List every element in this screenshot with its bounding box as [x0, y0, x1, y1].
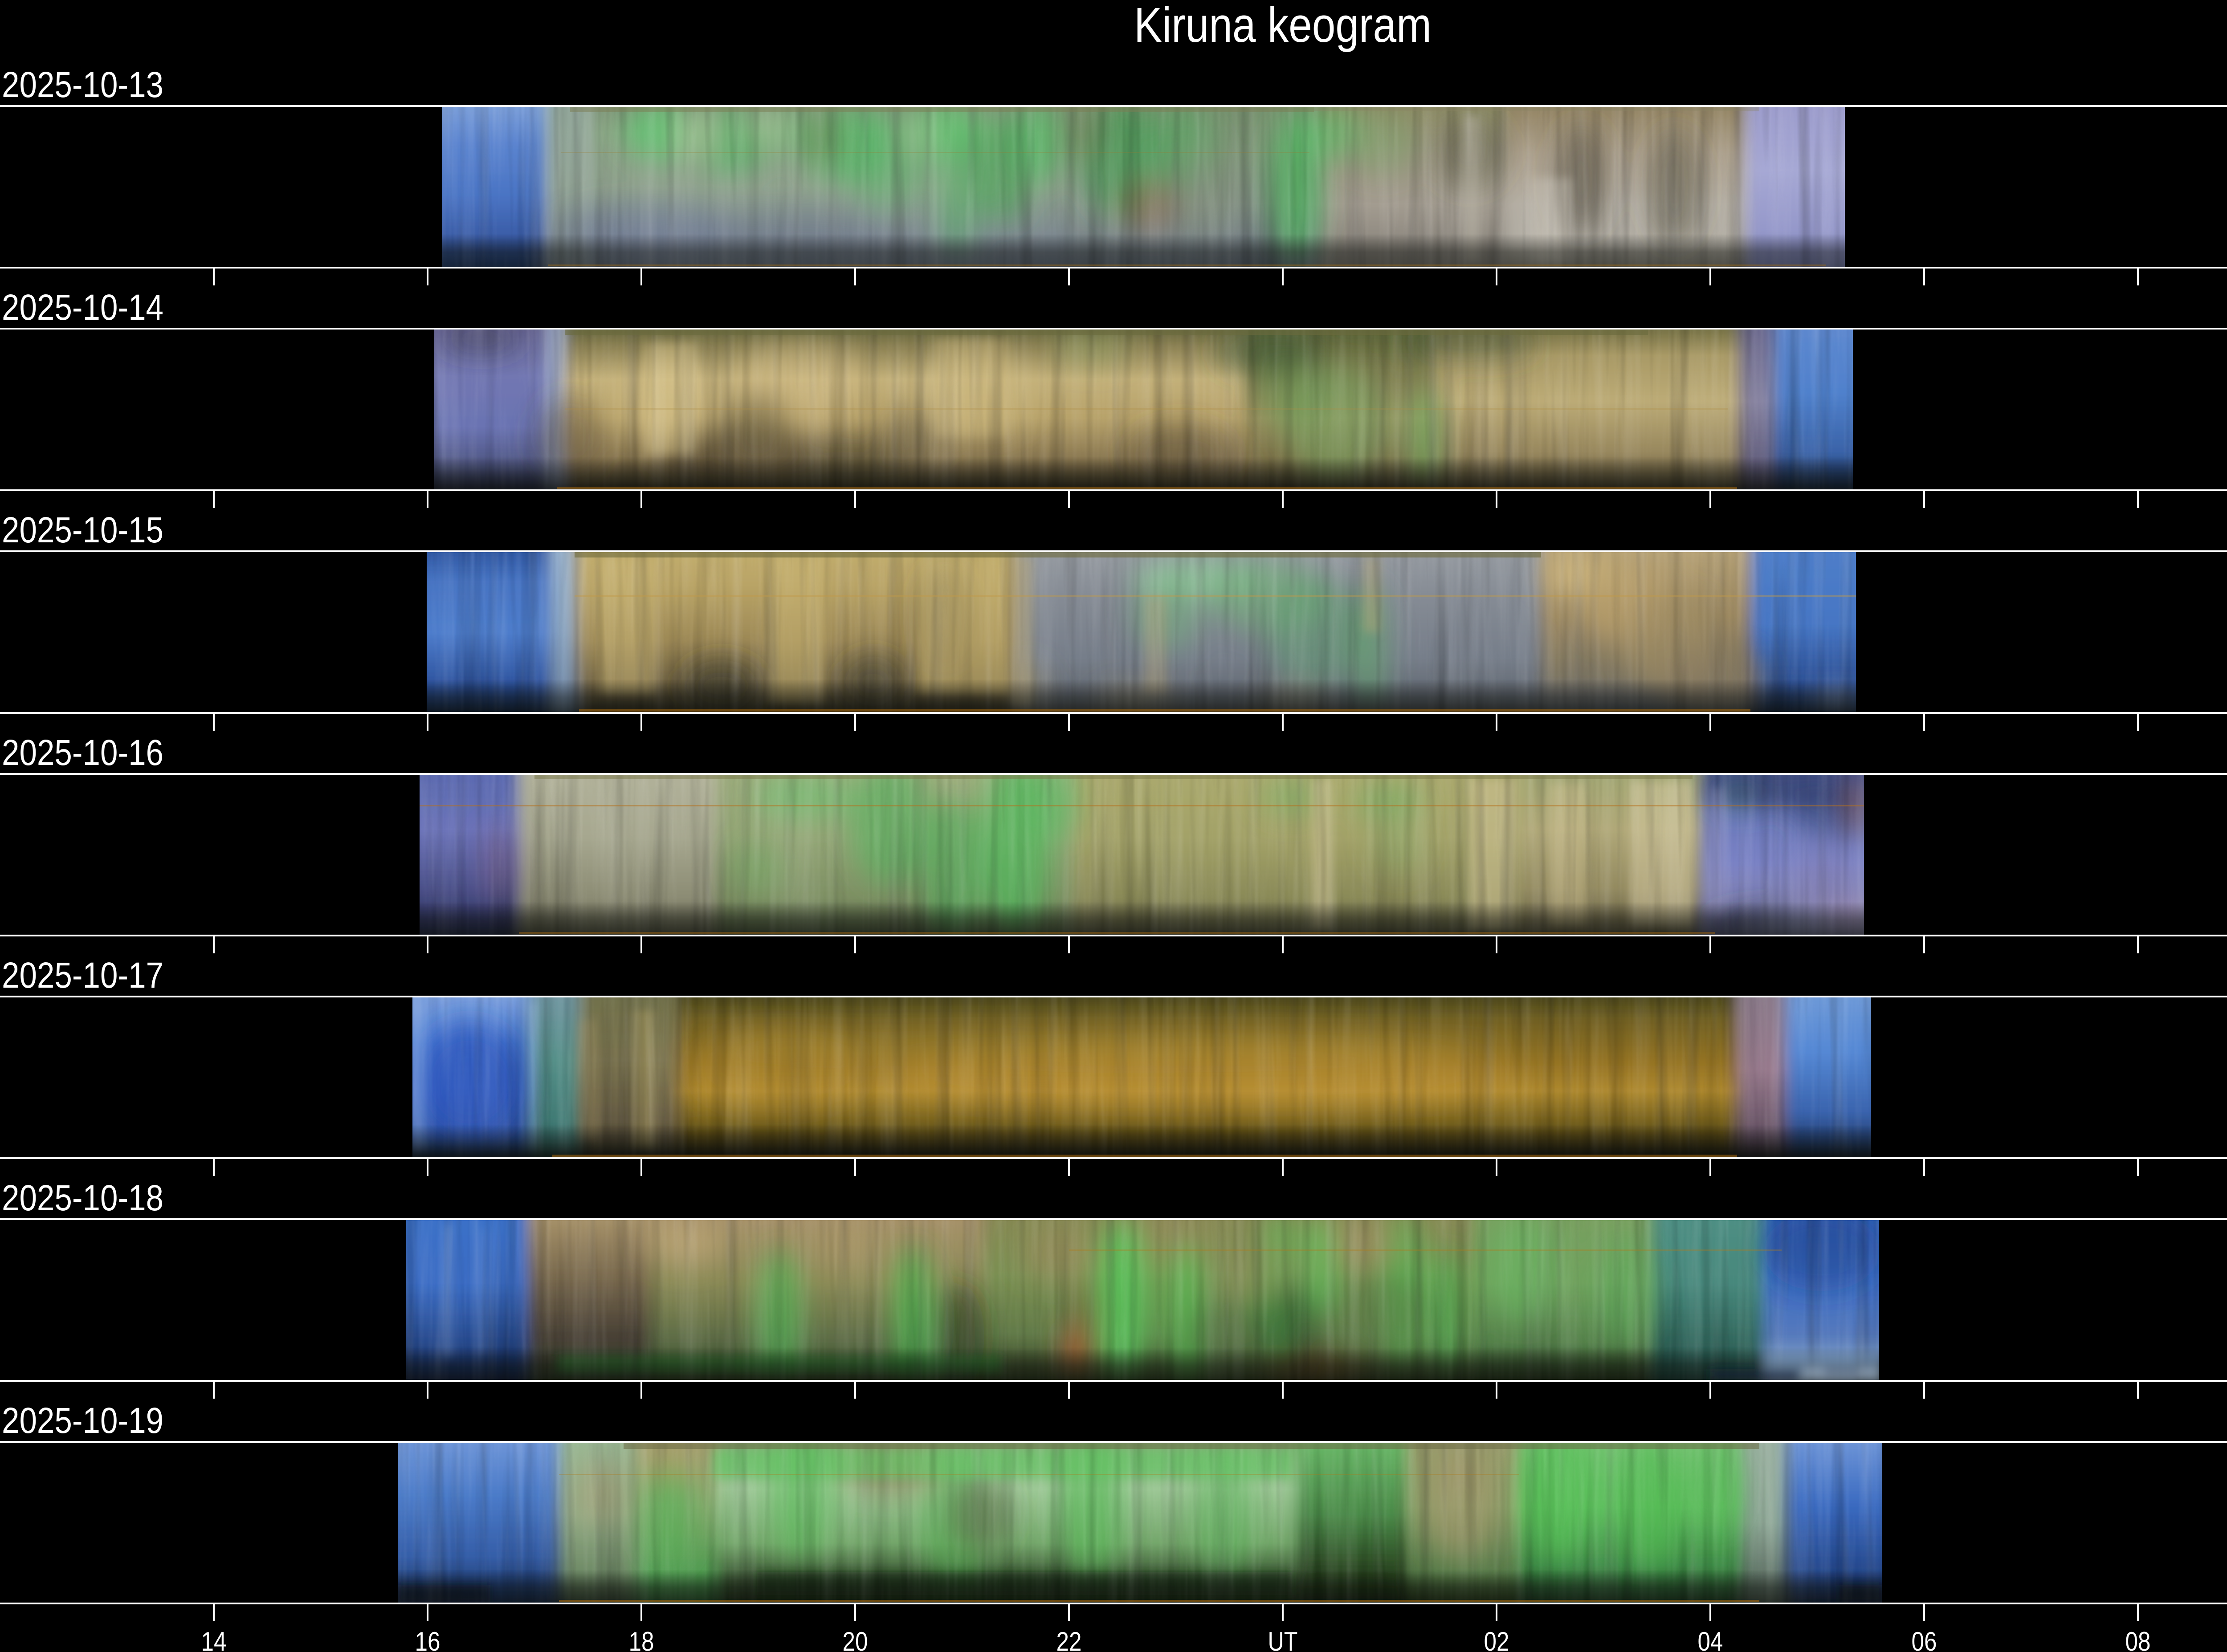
- svg-text:14: 14: [201, 1627, 227, 1652]
- svg-text:18: 18: [629, 1627, 654, 1652]
- svg-text:2025-10-16: 2025-10-16: [2, 732, 163, 773]
- svg-text:2025-10-19: 2025-10-19: [2, 1400, 163, 1441]
- svg-text:2025-10-14: 2025-10-14: [2, 287, 163, 328]
- svg-text:06: 06: [1912, 1627, 1937, 1652]
- svg-text:2025-10-17: 2025-10-17: [2, 955, 163, 996]
- svg-text:02: 02: [1484, 1627, 1509, 1652]
- svg-text:UT: UT: [1268, 1627, 1298, 1652]
- svg-text:22: 22: [1056, 1627, 1082, 1652]
- svg-text:2025-10-13: 2025-10-13: [2, 65, 163, 105]
- svg-text:16: 16: [415, 1627, 441, 1652]
- svg-text:04: 04: [1698, 1627, 1723, 1652]
- svg-text:08: 08: [2125, 1627, 2151, 1652]
- svg-text:2025-10-18: 2025-10-18: [2, 1178, 163, 1218]
- svg-text:20: 20: [843, 1627, 868, 1652]
- svg-text:Kiruna keogram: Kiruna keogram: [1134, 0, 1432, 53]
- svg-text:2025-10-15: 2025-10-15: [2, 510, 163, 550]
